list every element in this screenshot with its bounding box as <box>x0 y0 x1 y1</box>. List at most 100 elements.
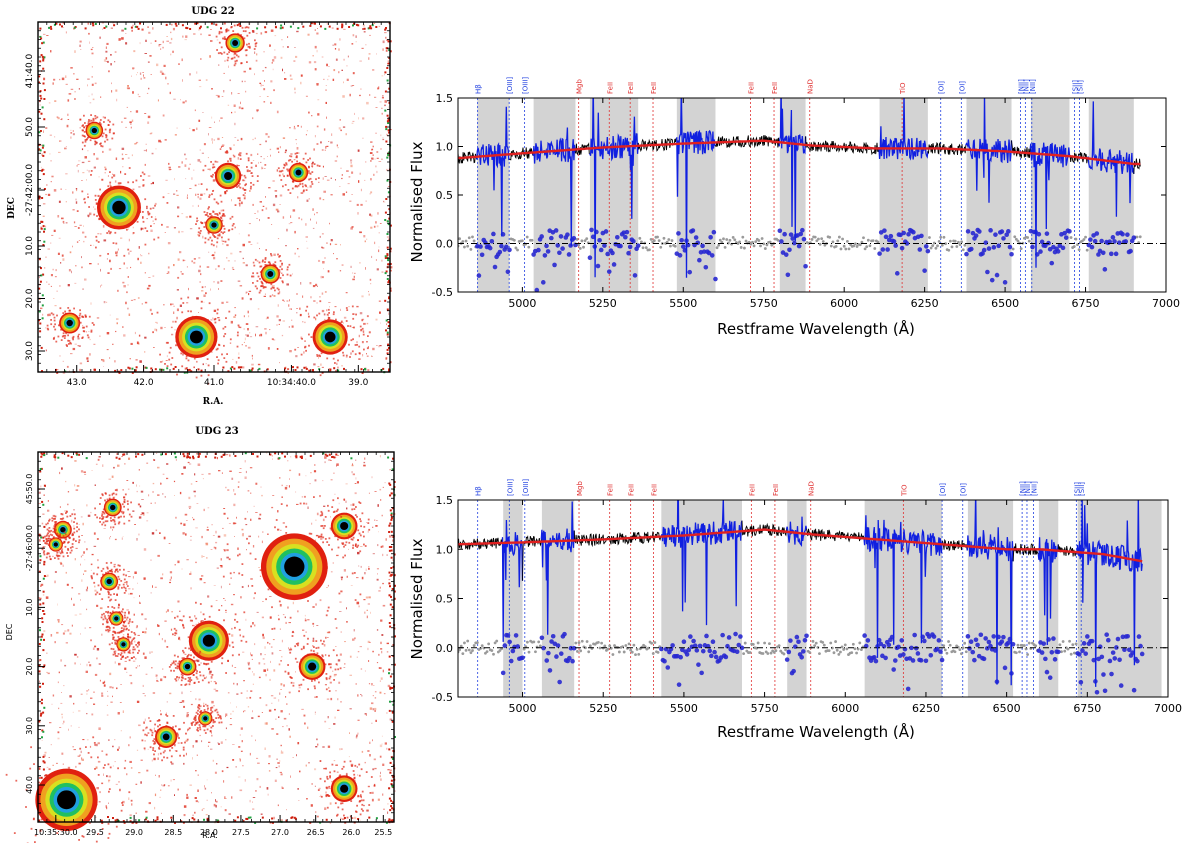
spec1-absorption-label: FeII <box>651 484 659 496</box>
udg23-title: UDG 23 <box>195 426 238 437</box>
spec0-emission-label: [OI] <box>958 81 966 94</box>
udg22-ytick-label: -27:42:00.0 <box>25 164 35 217</box>
spec0-ytick-label: 0.5 <box>436 189 454 202</box>
spec1-ytick-label: 1.5 <box>436 494 454 507</box>
spec0-xtick-label: 7000 <box>1152 297 1180 310</box>
spec1-ytick-label: 0.5 <box>436 593 454 606</box>
spec0-xtick-label: 5500 <box>669 297 697 310</box>
udg23-xtick-label: 29.5 <box>86 828 104 837</box>
spec1-emission-label: [NII] <box>1030 481 1038 496</box>
udg23-spectrum-chart: Restframe Wavelength (Å) Normalised Flux… <box>400 465 1200 750</box>
spec1-ytick-label: -0.5 <box>432 691 453 704</box>
spec0-emission-label: [NII] <box>1029 79 1037 94</box>
udg22-xtick-label: 42.0 <box>134 378 154 388</box>
spec0-masked-region <box>677 98 716 292</box>
udg23-ytick-label: 30.0 <box>25 717 34 735</box>
spec0-emission-label: [OI] <box>938 81 946 94</box>
spec1-xtick-label: 6500 <box>993 702 1021 715</box>
spec0-emission-label: Hβ <box>475 84 483 94</box>
spec1-xtick-label: 5250 <box>589 702 617 715</box>
spec0-flux-observed <box>1134 159 1141 174</box>
spec1-ylabel: Normalised Flux <box>408 538 426 659</box>
spec1-emission-label: [OIII] <box>506 479 514 496</box>
udg23-ytick-label: 40.0 <box>25 776 34 794</box>
udg23-ytick-label: 20.0 <box>25 658 34 676</box>
udg23-xtick-label: 28.0 <box>200 828 218 837</box>
spec0-ytick-label: -0.5 <box>432 286 453 299</box>
spec1-xtick-label: 7000 <box>1154 702 1182 715</box>
spec1-absorption-label: NaD <box>808 481 816 496</box>
udg23-xtick-label: 25.5 <box>374 828 392 837</box>
spec0-absorption-label: FeII <box>748 82 756 94</box>
spec0-xlabel: Restframe Wavelength (Å) <box>717 319 915 338</box>
spec0-ylabel: Normalised Flux <box>408 141 426 262</box>
spec0-emission-label: [OIII] <box>522 77 530 94</box>
udg23-spectrum-panel: Restframe Wavelength (Å) Normalised Flux… <box>400 465 1200 750</box>
udg23-field <box>6 452 396 843</box>
udg23-xtick-label: 29.0 <box>125 828 143 837</box>
udg23-ytick-label: 10.0 <box>25 598 34 616</box>
spec0-absorption-label: FeII <box>606 82 614 94</box>
udg22-ytick-label: 20.0 <box>25 288 35 308</box>
spec1-absorption-label: FeII <box>748 484 756 496</box>
spec1-absorption-label: FeII <box>772 484 780 496</box>
spec0-absorption-label: FeII <box>627 82 635 94</box>
spec0-masked-region <box>1089 98 1134 292</box>
udg23-xtick-label: 28.5 <box>164 828 182 837</box>
spec0-emission-label: [SII] <box>1076 80 1084 94</box>
spec1-xtick-label: 6750 <box>1073 702 1101 715</box>
spec0-absorption-label: TiO <box>899 82 907 95</box>
spec0-xtick-label: 5750 <box>750 297 778 310</box>
spec1-absorption-label: TiO <box>900 484 908 497</box>
spec1-xtick-label: 6250 <box>912 702 940 715</box>
udg23-xtick-label: 26.0 <box>342 828 360 837</box>
udg22-xtick-label: 41.0 <box>204 378 224 388</box>
spec1-xtick-label: 5000 <box>509 702 537 715</box>
spec1-xtick-label: 5500 <box>670 702 698 715</box>
spec1-emission-label: [OI] <box>939 483 947 496</box>
udg22-ytick-label: 50.0 <box>25 117 35 137</box>
spec1-emission-label: Hβ <box>475 486 483 496</box>
spec0-ytick-label: 0.0 <box>436 238 454 251</box>
udg22-ytick-label: 41:40.0 <box>25 53 35 88</box>
udg22-spectrum-chart: Restframe Wavelength (Å) Normalised Flux… <box>400 60 1200 350</box>
spec1-absorption-label: Mgb <box>576 481 584 496</box>
spec0-absorption-label: FeII <box>771 82 779 94</box>
spec1-emission-label: [OIII] <box>522 479 530 496</box>
spec0-absorption-label: FeII <box>650 82 658 94</box>
udg22-ylabel: DEC <box>7 197 17 219</box>
udg23-xtick-label: 26.5 <box>307 828 325 837</box>
udg23-xtick-label: 10:35:30.0 <box>34 828 78 837</box>
udg23-xtick-label: 27.0 <box>271 828 289 837</box>
spec0-masked-region <box>477 98 509 292</box>
spec0-ytick-label: 1.5 <box>436 92 454 105</box>
spec1-xtick-label: 5750 <box>751 702 779 715</box>
spec1-ytick-label: 1.0 <box>436 543 454 556</box>
spec1-emission-label: [SII] <box>1078 482 1086 496</box>
spec1-masked-region <box>1078 500 1162 697</box>
spec0-xtick-label: 6000 <box>830 297 858 310</box>
udg22-xtick-label: 10:34:40.0 <box>267 378 316 388</box>
spec0-xtick-label: 5000 <box>508 297 536 310</box>
udg23-ylabel: DEC <box>5 623 14 640</box>
spec1-masked-region <box>542 500 574 697</box>
udg23-ytick-label: -27:46:00.0 <box>25 525 34 571</box>
spec0-xtick-label: 6500 <box>991 297 1019 310</box>
udg22-xtick-label: 39.0 <box>348 378 368 388</box>
spec0-absorption-label: Mgb <box>576 79 584 94</box>
spec1-emission-label: [OI] <box>960 483 968 496</box>
spec0-xtick-label: 6750 <box>1072 297 1100 310</box>
spec0-ytick-label: 1.0 <box>436 141 454 154</box>
udg22-ytick-label: 30.0 <box>25 341 35 361</box>
udg22-xtick-label: 43.0 <box>67 378 87 388</box>
spec0-absorption-label: NaD <box>807 79 815 94</box>
spec0-xtick-label: 6250 <box>911 297 939 310</box>
udg23-xtick-label: 27.5 <box>232 828 250 837</box>
spec1-xlabel: Restframe Wavelength (Å) <box>717 722 915 741</box>
spec1-absorption-label: FeII <box>628 484 636 496</box>
udg22-ytick-label: 10.0 <box>25 236 35 256</box>
